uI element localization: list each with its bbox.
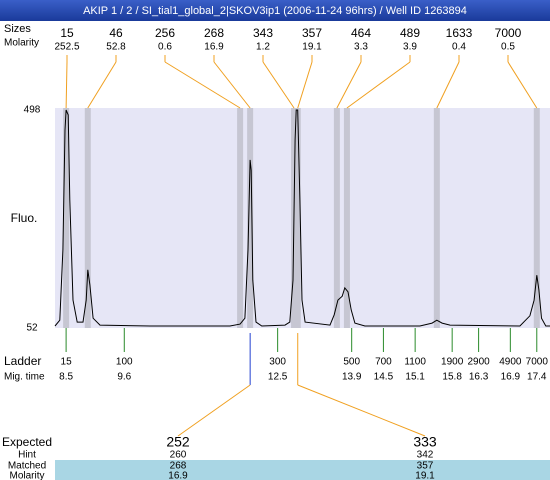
peak-band	[333, 108, 340, 328]
peak-molarity: 52.8	[106, 42, 126, 53]
ladder-time: 17.4	[527, 372, 547, 383]
y-tick-label: 498	[24, 105, 41, 116]
peak-band	[247, 108, 254, 328]
plot-area	[55, 108, 550, 328]
ladder-time: 9.6	[117, 372, 131, 383]
peak-connector	[346, 61, 411, 109]
peak-size: 1633	[446, 26, 473, 40]
peak-band	[63, 108, 70, 328]
ladder-time: 15.1	[405, 372, 425, 383]
peak-molarity: 19.1	[302, 42, 322, 53]
hint-size: 260	[170, 450, 187, 461]
peak-size: 357	[302, 26, 322, 40]
ladder-size: 300	[269, 357, 286, 368]
ladder-time: 14.5	[374, 372, 394, 383]
peak-connector	[262, 61, 295, 109]
title-bar	[0, 0, 550, 21]
peak-band	[343, 108, 350, 328]
expected-size: 252	[166, 434, 190, 450]
peak-molarity: 0.4	[452, 42, 466, 53]
ladder-size: 500	[343, 357, 360, 368]
ladder-size: 7000	[526, 357, 549, 368]
peak-connector	[164, 61, 241, 109]
y-axis-label: Fluo.	[11, 211, 38, 225]
ladder-size: 1100	[404, 357, 426, 368]
peak-band	[533, 108, 540, 328]
ladder-size: 700	[375, 357, 392, 368]
peak-connector	[297, 61, 313, 109]
match-connector	[177, 384, 251, 437]
peak-size: 7000	[495, 26, 522, 40]
peak-molarity: 3.3	[354, 42, 368, 53]
matched-size: 357	[417, 461, 434, 472]
expected-size: 333	[413, 434, 437, 450]
peak-molarity: 1.2	[256, 42, 270, 53]
molarity-row-label: Molarity	[9, 471, 44, 480]
peak-molarity: 3.9	[403, 42, 417, 53]
molarity-label: Molarity	[4, 38, 39, 49]
peak-size: 268	[204, 26, 224, 40]
ladder-time: 13.9	[342, 372, 362, 383]
matched-label: Matched	[8, 461, 46, 472]
sizes-label: Sizes	[4, 23, 31, 35]
match-connector	[297, 384, 426, 437]
ladder-size: 4900	[499, 357, 522, 368]
peak-size: 343	[253, 26, 273, 40]
matched-size: 268	[170, 461, 187, 472]
peak-size: 46	[109, 26, 123, 40]
mig-time-label: Mig. time	[4, 372, 45, 383]
ladder-time: 16.3	[469, 372, 489, 383]
ladder-time: 15.8	[442, 372, 462, 383]
ladder-size: 2900	[467, 357, 490, 368]
peak-molarity: 0.6	[158, 42, 172, 53]
ladder-size: 15	[61, 357, 73, 368]
peak-size: 489	[400, 26, 420, 40]
hint-label: Hint	[18, 450, 36, 461]
matched-rows-background	[55, 460, 550, 480]
title: AKIP 1 / 2 / SI_tial1_global_2|SKOV3ip1 …	[83, 5, 467, 17]
peak-size: 256	[155, 26, 175, 40]
peak-connector	[65, 61, 68, 109]
ladder-size: 1900	[441, 357, 464, 368]
hint-size: 342	[417, 450, 434, 461]
peak-band	[294, 108, 301, 328]
ladder-time: 8.5	[59, 372, 73, 383]
peak-molarity: 252.5	[54, 42, 79, 53]
trace-line	[54, 109, 550, 327]
peak-band	[237, 108, 244, 328]
ladder-time: 16.9	[501, 372, 521, 383]
matched-molarity: 16.9	[168, 471, 188, 480]
peak-connector	[507, 61, 538, 109]
matched-molarity: 19.1	[415, 471, 435, 480]
peak-connector	[336, 61, 362, 109]
peak-band	[84, 108, 91, 328]
peak-size: 464	[351, 26, 371, 40]
ladder-label: Ladder	[4, 354, 41, 368]
peak-band	[433, 108, 440, 328]
y-tick-label: 52	[26, 323, 38, 334]
peak-molarity: 0.5	[501, 42, 515, 53]
peak-molarity: 16.9	[204, 42, 224, 53]
ladder-size: 100	[116, 357, 133, 368]
peak-size: 15	[60, 26, 74, 40]
ladder-time: 12.5	[268, 372, 288, 383]
expected-label: Expected	[2, 435, 52, 449]
peak-connector	[213, 61, 251, 109]
peak-connector	[436, 61, 460, 109]
peak-connector	[87, 61, 117, 109]
